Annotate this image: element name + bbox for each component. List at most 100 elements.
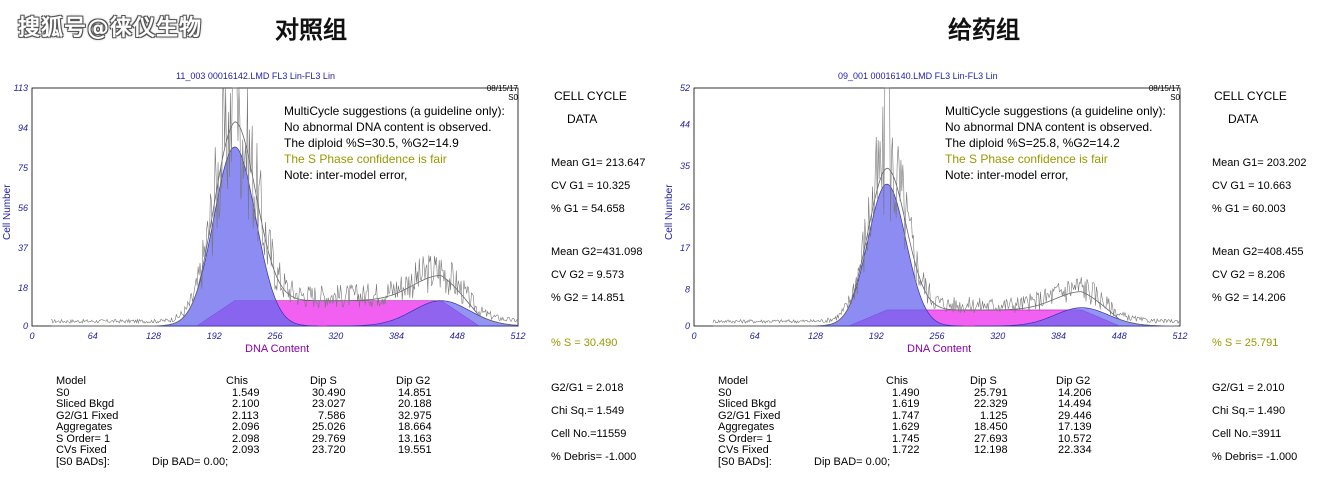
guideline-note: MultiCycle suggestions (a guideline only…: [945, 103, 1166, 183]
col-dip-g2: Dip G2: [396, 375, 431, 387]
table-cell: 12.198: [974, 444, 1008, 456]
chart-date: 08/15/17 S0: [1132, 84, 1180, 102]
table-cell: 10.572: [1058, 432, 1092, 445]
table-row: S0 1.490 25.791 14.206: [718, 386, 1138, 400]
dip-bad: Dip BAD= 0.00;: [814, 455, 891, 468]
table-cell: CVs Fixed: [56, 444, 107, 456]
table-cell: 2.096: [232, 421, 260, 433]
table-cell: 2.100: [232, 398, 260, 410]
x-tick-label: 256: [266, 331, 282, 341]
x-tick-label: 448: [450, 331, 465, 341]
table-cell: 18.450: [974, 421, 1008, 433]
cell-cycle-header: CELL CYCLE: [554, 89, 627, 103]
table-cell: 14.206: [1058, 386, 1092, 399]
table-cell: 2.098: [232, 432, 260, 445]
x-tick-label: 0: [691, 331, 696, 341]
g2-g1-ratio: G2/G1 = 2.018: [551, 382, 624, 394]
pct-debris: % Debris= -1.000: [551, 451, 637, 463]
data-header: DATA: [567, 112, 598, 126]
table-row: Sliced Bkgd 1.619 22.329 14.494: [718, 398, 1138, 411]
table-cell: S Order= 1: [718, 432, 773, 445]
bads-label: [S0 BADs]:: [718, 455, 772, 468]
x-axis-label: DNA Content: [245, 343, 310, 355]
x-tick-label: 128: [808, 331, 823, 341]
model-table: Model Chis Dip S Dip G2 S0 1.549 30.490 14.…: [56, 375, 476, 468]
table-cell: 22.329: [974, 398, 1008, 410]
cv-g1: CV G1 = 10.663: [1212, 180, 1292, 192]
note-line-4: The S Phase confidence is fair: [284, 152, 447, 166]
y-tick-label: 44: [680, 120, 690, 130]
pct-debris: % Debris= -1.000: [1212, 451, 1298, 463]
x-tick-label: 192: [869, 331, 884, 341]
col-chis: Chis: [226, 375, 249, 387]
table-cell: 20.188: [398, 398, 432, 410]
y-tick-label: 94: [18, 123, 28, 133]
y-tick-label: 18: [18, 283, 28, 293]
pct-g1: % G1 = 54.658: [551, 203, 625, 215]
table-cell: 1.722: [892, 444, 920, 456]
cell-cycle-header: CELL CYCLE: [1214, 89, 1287, 103]
group-title: 给药组: [948, 16, 1020, 44]
cv-g2: CV G2 = 8.206: [1212, 269, 1286, 281]
table-cell: 13.163: [398, 432, 432, 445]
x-tick-label: 384: [389, 331, 404, 341]
table-cell: 1.629: [892, 421, 920, 433]
raw-histogram: [712, 87, 1181, 324]
table-cell: 25.026: [312, 421, 346, 433]
model-table: Model Chis Dip S Dip G2 S0 1.490 25.791 14.…: [718, 375, 1138, 469]
y-tick-label: 52: [680, 83, 690, 93]
table-cell: 25.791: [974, 386, 1008, 399]
note-line-3: The diploid %S=25.8, %G2=14.2: [945, 136, 1120, 150]
table-cell: 32.975: [398, 409, 432, 422]
pct-g1: % G1 = 60.003: [1212, 203, 1286, 215]
y-tick-label: 17: [680, 243, 691, 253]
pct-s: % S = 30.490: [551, 337, 618, 349]
mean-g1: Mean G1= 213.647: [551, 157, 646, 169]
table-cell: 14.851: [398, 386, 432, 399]
col-dip-s: Dip S: [970, 375, 997, 387]
table-row: Aggregates 1.629 18.450 17.139: [718, 421, 1138, 434]
chart-date: 08/15/17 S0: [470, 84, 518, 102]
table-cell: CVs Fixed: [718, 444, 769, 456]
x-tick-label: 64: [88, 331, 98, 341]
note-line-5: Note: inter-model error,: [945, 168, 1069, 182]
table-cell: 1.745: [892, 432, 920, 445]
table-cell: 14.494: [1058, 398, 1092, 410]
table-cell: 27.693: [974, 432, 1008, 445]
col-dip-g2: Dip G2: [1056, 375, 1091, 387]
table-cell: 2.093: [232, 444, 260, 456]
date-sub: S0: [508, 93, 518, 102]
date-text: 08/15/17: [1148, 84, 1180, 93]
mean-g2: Mean G2=431.098: [551, 246, 643, 258]
y-tick-label: 0: [23, 321, 28, 331]
col-model: Model: [718, 375, 748, 387]
note-line-4: The S Phase confidence is fair: [945, 152, 1108, 166]
y-tick-label: 37: [18, 243, 29, 253]
table-cell: 23.027: [312, 398, 346, 410]
mean-g1: Mean G1= 203.202: [1212, 157, 1307, 169]
dip-bad: Dip BAD= 0.00;: [152, 455, 229, 468]
x-tick-label: 320: [990, 331, 1005, 341]
histogram-plot: 0 64 128 192 256 320 384 448 512 0 8 17 26 35 44 52: [679, 83, 1188, 341]
mean-g2: Mean G2=408.455: [1212, 246, 1304, 258]
x-tick-label: 64: [750, 331, 760, 341]
panel-control: 对照组 11_003 00016142.LMD FL3 Lin-FL3 Lin …: [2, 16, 646, 468]
note-line-1: MultiCycle suggestions (a guideline only…: [945, 104, 1166, 118]
table-row: Sliced Bkgd 2.100 23.027 20.188: [56, 398, 476, 411]
table-footer: [S0 BADs]: Dip BAD= 0.00;: [718, 455, 1138, 469]
table-row: CVs Fixed 1.722 12.198 22.334: [718, 444, 1138, 457]
table-cell: 19.551: [398, 444, 432, 456]
histogram-plot: 0 64 128 192 256 320 384 448 512 0 18 37 56 75 94 113: [14, 83, 526, 341]
table-cell: 29.769: [312, 432, 346, 445]
table-cell: 2.113: [232, 409, 259, 422]
bads-label: [S0 BADs]:: [56, 455, 110, 468]
table-cell: G2/G1 Fixed: [718, 409, 781, 422]
table-row: Aggregates 2.096 25.026 18.664: [56, 421, 476, 434]
x-axis-label: DNA Content: [907, 343, 972, 355]
cv-g1: CV G1 = 10.325: [551, 180, 631, 192]
table-cell: 22.334: [1058, 444, 1092, 456]
table-cell: Aggregates: [718, 421, 775, 433]
note-line-3: The diploid %S=30.5, %G2=14.9: [284, 136, 459, 150]
chi-sq: Chi Sq.= 1.549: [551, 405, 625, 417]
table-cell: Aggregates: [56, 421, 113, 433]
